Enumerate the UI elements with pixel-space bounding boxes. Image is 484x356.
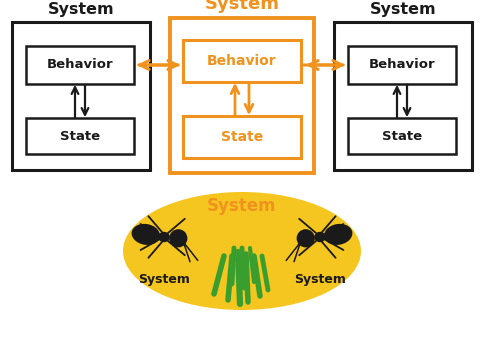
Text: System: System: [294, 272, 346, 286]
Text: State: State: [382, 130, 422, 142]
Ellipse shape: [132, 224, 160, 245]
Bar: [334, 22, 472, 170]
Bar: [348, 118, 456, 154]
Circle shape: [169, 229, 187, 247]
Text: Behavior: Behavior: [207, 54, 277, 68]
Text: State: State: [221, 130, 263, 144]
Text: System: System: [48, 2, 114, 17]
Ellipse shape: [123, 192, 361, 310]
Circle shape: [297, 229, 315, 247]
Text: System: System: [138, 272, 190, 286]
Ellipse shape: [324, 224, 352, 245]
Text: Behavior: Behavior: [46, 58, 113, 72]
Text: Behavior: Behavior: [369, 58, 435, 72]
Text: System: System: [207, 197, 277, 215]
Bar: [26, 118, 134, 154]
Bar: [183, 116, 301, 158]
Bar: [170, 18, 314, 173]
Bar: [183, 40, 301, 82]
Bar: [348, 46, 456, 84]
Text: System: System: [370, 2, 436, 17]
Text: State: State: [60, 130, 100, 142]
Bar: [12, 22, 150, 170]
Text: System: System: [205, 0, 279, 13]
Ellipse shape: [314, 232, 326, 242]
Bar: [26, 46, 134, 84]
Ellipse shape: [158, 232, 170, 242]
